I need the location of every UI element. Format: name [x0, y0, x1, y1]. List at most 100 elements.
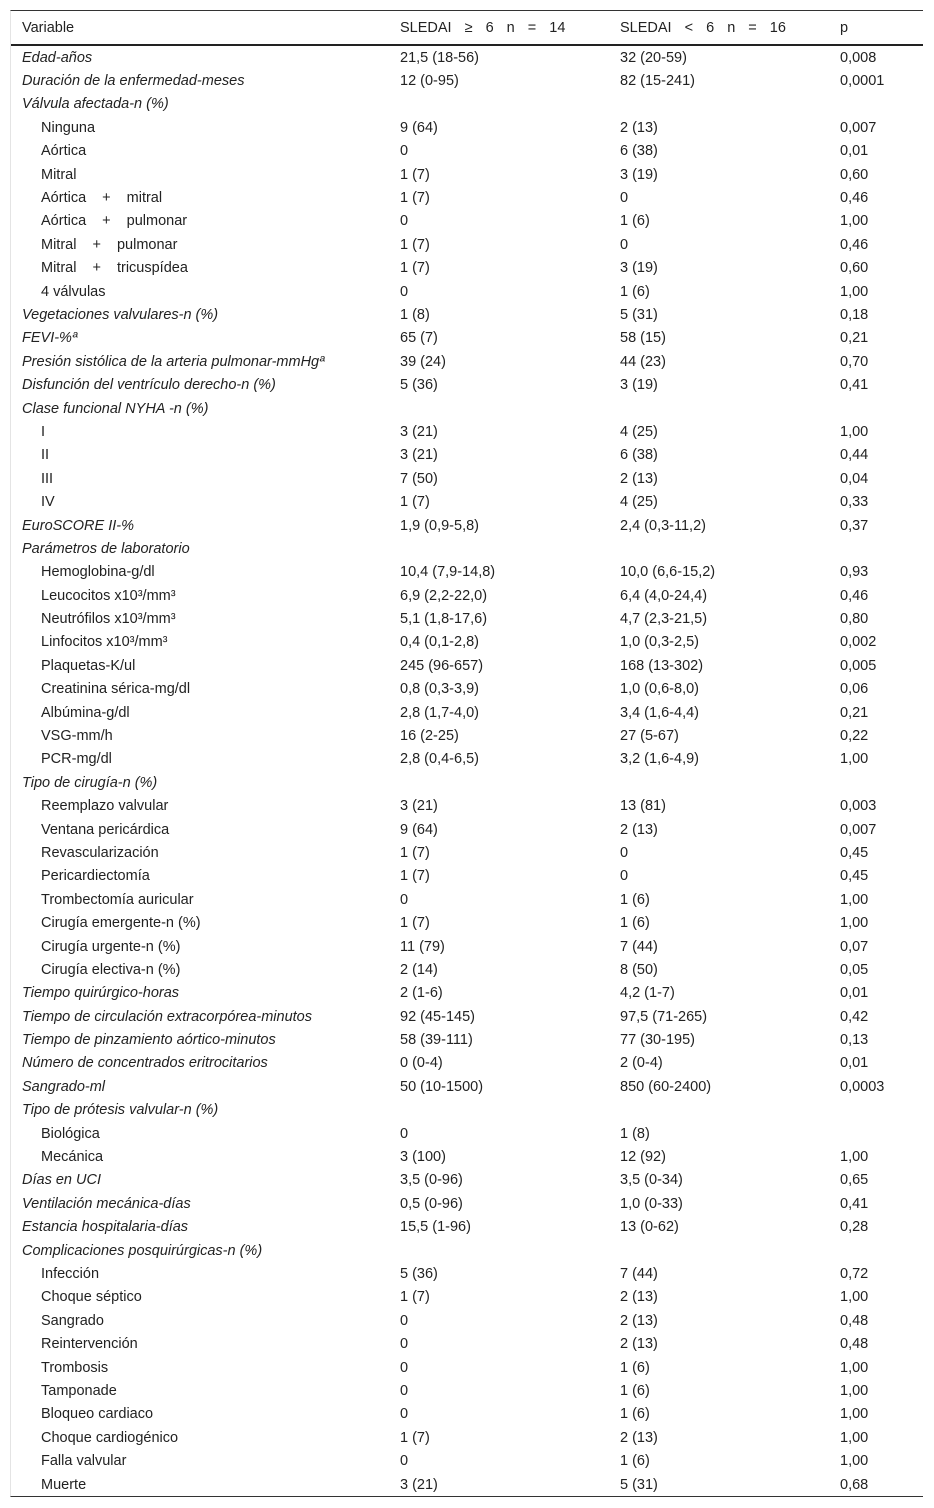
- variable-cell: Tiempo de pinzamiento aórtico-minutos: [22, 1032, 276, 1049]
- group1-cell: 2,8 (0,4-6,5): [400, 751, 479, 768]
- p-value-cell: 0,93: [840, 564, 869, 581]
- table-row: Complicaciones posquirúrgicas-n (%): [11, 1239, 923, 1262]
- group2-cell: 1 (6): [620, 1406, 650, 1423]
- variable-cell: Complicaciones posquirúrgicas-n (%): [22, 1242, 263, 1259]
- p-value-cell: 0,60: [840, 166, 869, 183]
- group2-cell: 13 (0-62): [620, 1219, 679, 1236]
- p-value-cell: 0,005: [840, 657, 877, 674]
- variable-cell: EuroSCORE II-%: [22, 517, 134, 534]
- group1-cell: 0,5 (0-96): [400, 1195, 463, 1212]
- table-subrow: III 7 (50) 2 (13) 0,04: [11, 467, 923, 490]
- p-value-cell: 0,007: [840, 821, 877, 838]
- p-value-cell: 0,01: [840, 985, 869, 1002]
- p-value-cell: 0,46: [840, 236, 869, 253]
- table-subrow: Bloqueo cardiaco 0 1 (6) 1,00: [11, 1403, 923, 1426]
- group2-cell: 10,0 (6,6-15,2): [620, 564, 716, 581]
- table-subrow: Muerte 3 (21) 5 (31) 0,68: [11, 1473, 923, 1496]
- table-subrow: Mitral + pulmonar 1 (7) 0 0,46: [11, 233, 923, 256]
- variable-cell: FEVI-%ª: [22, 330, 78, 347]
- table-row: Sangrado-ml 50 (10-1500) 850 (60-2400) 0,00…: [11, 1075, 923, 1098]
- variable-cell: Disfunción del ventrículo derecho-n (%): [22, 377, 276, 394]
- group1-cell: 10,4 (7,9-14,8): [400, 564, 496, 581]
- group2-cell: 82 (15-241): [620, 73, 695, 90]
- table-subrow: Cirugía emergente-n (%) 1 (7) 1 (6) 1,00: [11, 911, 923, 934]
- table-subrow: Trombectomía auricular 0 1 (6) 1,00: [11, 888, 923, 911]
- group2-cell: 12 (92): [620, 1149, 666, 1166]
- p-value-cell: 1,00: [840, 1359, 869, 1376]
- p-value-cell: 0,21: [840, 330, 869, 347]
- variable-cell: Albúmina-g/dl: [41, 704, 130, 721]
- group2-cell: 8 (50): [620, 961, 658, 978]
- variable-cell: Aórtica + mitral: [41, 190, 163, 207]
- table-subrow: Infección 5 (36) 7 (44) 0,72: [11, 1262, 923, 1285]
- variable-cell: Aórtica + pulmonar: [41, 213, 188, 230]
- table-subrow: I 3 (21) 4 (25) 1,00: [11, 420, 923, 443]
- table-subrow: Plaquetas-K/ul 245 (96-657) 168 (13-302) 0,…: [11, 654, 923, 677]
- group2-cell: 2 (13): [620, 821, 658, 838]
- group2-cell: 3 (19): [620, 377, 658, 394]
- group2-cell: 0: [620, 236, 629, 253]
- table-row: Disfunción del ventrículo derecho-n (%) 5…: [11, 373, 923, 396]
- p-value-cell: 0,21: [840, 704, 869, 721]
- group1-cell: 0: [400, 1453, 409, 1470]
- table-row: Tiempo de pinzamiento aórtico-minutos 58 …: [11, 1028, 923, 1051]
- group1-cell: 3 (21): [400, 447, 438, 464]
- p-value-cell: 0,41: [840, 377, 869, 394]
- table-row: Tipo de prótesis valvular-n (%): [11, 1099, 923, 1122]
- table-subrow: Aórtica + pulmonar 0 1 (6) 1,00: [11, 210, 923, 233]
- group2-cell: 6 (38): [620, 447, 658, 464]
- variable-cell: Trombosis: [41, 1359, 109, 1376]
- group1-cell: 1 (7): [400, 1289, 430, 1306]
- table-subrow: Trombosis 0 1 (6) 1,00: [11, 1356, 923, 1379]
- variable-cell: Choque séptico: [41, 1289, 142, 1306]
- group2-cell: 0: [620, 868, 629, 885]
- group1-cell: 2 (1-6): [400, 985, 443, 1002]
- group1-cell: 0: [400, 1359, 409, 1376]
- table-subrow: Leucocitos x10³/mm³ 6,9 (2,2-22,0) 6,4 (4,…: [11, 584, 923, 607]
- group2-cell: 2 (13): [620, 1429, 658, 1446]
- group1-cell: 7 (50): [400, 470, 438, 487]
- p-value-cell: 1,00: [840, 915, 869, 932]
- p-value-cell: 0,45: [840, 844, 869, 861]
- group1-cell: 1 (7): [400, 260, 430, 277]
- variable-cell: Días en UCI: [22, 1172, 101, 1189]
- p-value-cell: 0,13: [840, 1032, 869, 1049]
- variable-cell: Biológica: [41, 1125, 100, 1142]
- table-row: Ventilación mecánica-días 0,5 (0-96) 1,0 (…: [11, 1192, 923, 1215]
- group1-cell: 0: [400, 1382, 409, 1399]
- p-value-cell: 0,70: [840, 353, 869, 370]
- group1-cell: 5 (36): [400, 1266, 438, 1282]
- p-value-cell: 0,01: [840, 143, 869, 160]
- variable-cell: Tiempo quirúrgico-horas: [22, 985, 180, 1002]
- group2-cell: 2 (13): [620, 1289, 658, 1306]
- table-subrow: II 3 (21) 6 (38) 0,44: [11, 444, 923, 467]
- variable-cell: Plaquetas-K/ul: [41, 657, 136, 674]
- group1-cell: 9 (64): [400, 119, 438, 136]
- group1-cell: 0: [400, 1336, 409, 1353]
- variable-cell: Muerte: [41, 1476, 87, 1493]
- table-row: Estancia hospitalaria-días 15,5 (1-96) 13 …: [11, 1216, 923, 1239]
- table-body: Edad-años 21,5 (18-56) 32 (20-59) 0,008 Dura…: [11, 46, 923, 1496]
- variable-cell: 4 válvulas: [41, 283, 106, 300]
- group2-cell: 168 (13-302): [620, 657, 704, 674]
- table-subrow: VSG-mm/h 16 (2-25) 27 (5-67) 0,22: [11, 724, 923, 747]
- group2-cell: 1 (6): [620, 1382, 650, 1399]
- group2-cell: 6,4 (4,0-24,4): [620, 587, 708, 604]
- variable-cell: Clase funcional NYHA -n (%): [22, 400, 209, 417]
- variable-cell: Parámetros de laboratorio: [22, 540, 190, 557]
- p-value-cell: 0,05: [840, 961, 869, 978]
- variable-cell: Tipo de prótesis valvular-n (%): [22, 1102, 219, 1119]
- table-subrow: Reemplazo valvular 3 (21) 13 (81) 0,003: [11, 795, 923, 818]
- group1-cell: 0 (0-4): [400, 1055, 443, 1072]
- p-value-cell: 0,46: [840, 190, 869, 207]
- header-group2: SLEDAI < 6 n = 16: [620, 19, 786, 36]
- p-value-cell: 0,0001: [840, 73, 885, 90]
- p-value-cell: 0,007: [840, 119, 877, 136]
- variable-cell: Bloqueo cardiaco: [41, 1406, 154, 1423]
- group1-cell: 15,5 (1-96): [400, 1219, 471, 1236]
- table-row: Duración de la enfermedad-meses 12 (0-95)…: [11, 69, 923, 92]
- group2-cell: 1 (8): [620, 1125, 650, 1142]
- table-row: EuroSCORE II-% 1,9 (0,9-5,8) 2,4 (0,3-11,2…: [11, 514, 923, 537]
- p-value-cell: 1,00: [840, 751, 869, 768]
- variable-cell: Tamponade: [41, 1382, 117, 1399]
